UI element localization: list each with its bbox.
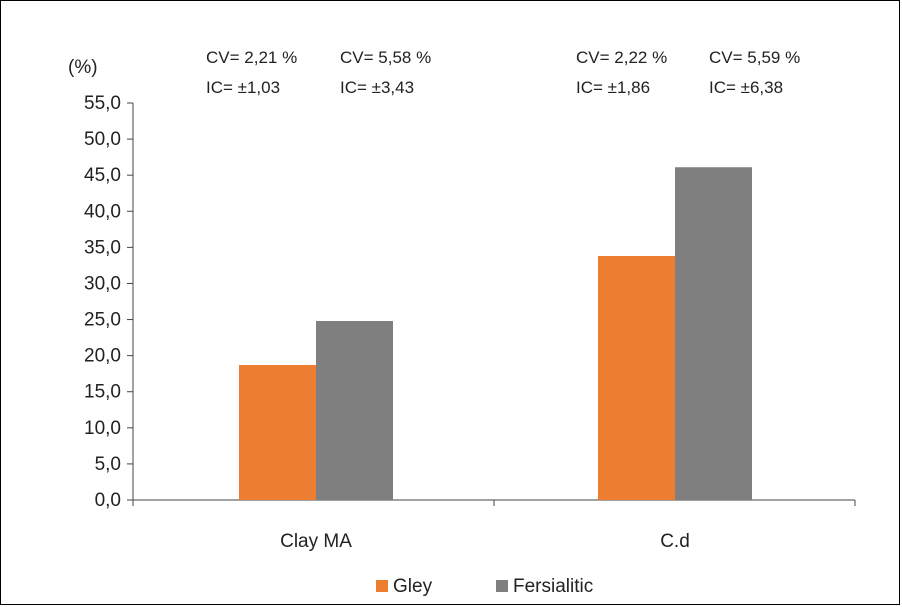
y-tick-label: 15,0 — [84, 382, 121, 403]
legend-swatch-fersialitic — [496, 580, 508, 592]
y-tick-label: 20,0 — [84, 346, 121, 367]
y-unit-label: (%) — [68, 57, 98, 78]
bar-fersialitic-2 — [675, 167, 752, 500]
y-tick-label: 30,0 — [84, 273, 121, 294]
bar-gley-1 — [239, 365, 316, 500]
y-tick-label: 40,0 — [84, 201, 121, 222]
annotation-ic: IC= ±3,43 — [340, 78, 414, 97]
annotation-cv: CV= 2,21 % — [206, 48, 297, 67]
x-category-label: C.d — [660, 531, 690, 552]
y-tick-label: 25,0 — [84, 310, 121, 331]
legend-label-gley: Gley — [393, 576, 433, 597]
y-tick-label: 50,0 — [84, 129, 121, 150]
legend-label-fersialitic: Fersialitic — [513, 576, 593, 597]
bar-gley-2 — [598, 256, 675, 500]
legend-swatch-gley — [376, 580, 388, 592]
y-tick-label: 10,0 — [84, 418, 121, 439]
y-tick-label: 35,0 — [84, 237, 121, 258]
annotation-cv: CV= 5,59 % — [709, 48, 800, 67]
y-tick-label: 0,0 — [95, 490, 121, 511]
y-tick-label: 55,0 — [84, 93, 121, 114]
annotation-cv: CV= 2,22 % — [576, 48, 667, 67]
annotation-ic: IC= ±1,86 — [576, 78, 650, 97]
annotation-ic: IC= ±1,03 — [206, 78, 280, 97]
annotation-cv: CV= 5,58 % — [340, 48, 431, 67]
y-tick-label: 45,0 — [84, 165, 121, 186]
annotation-ic: IC= ±6,38 — [709, 78, 783, 97]
bar-fersialitic-1 — [316, 320, 393, 500]
x-category-label: Clay MA — [280, 531, 352, 552]
y-tick-label: 5,0 — [95, 454, 121, 475]
